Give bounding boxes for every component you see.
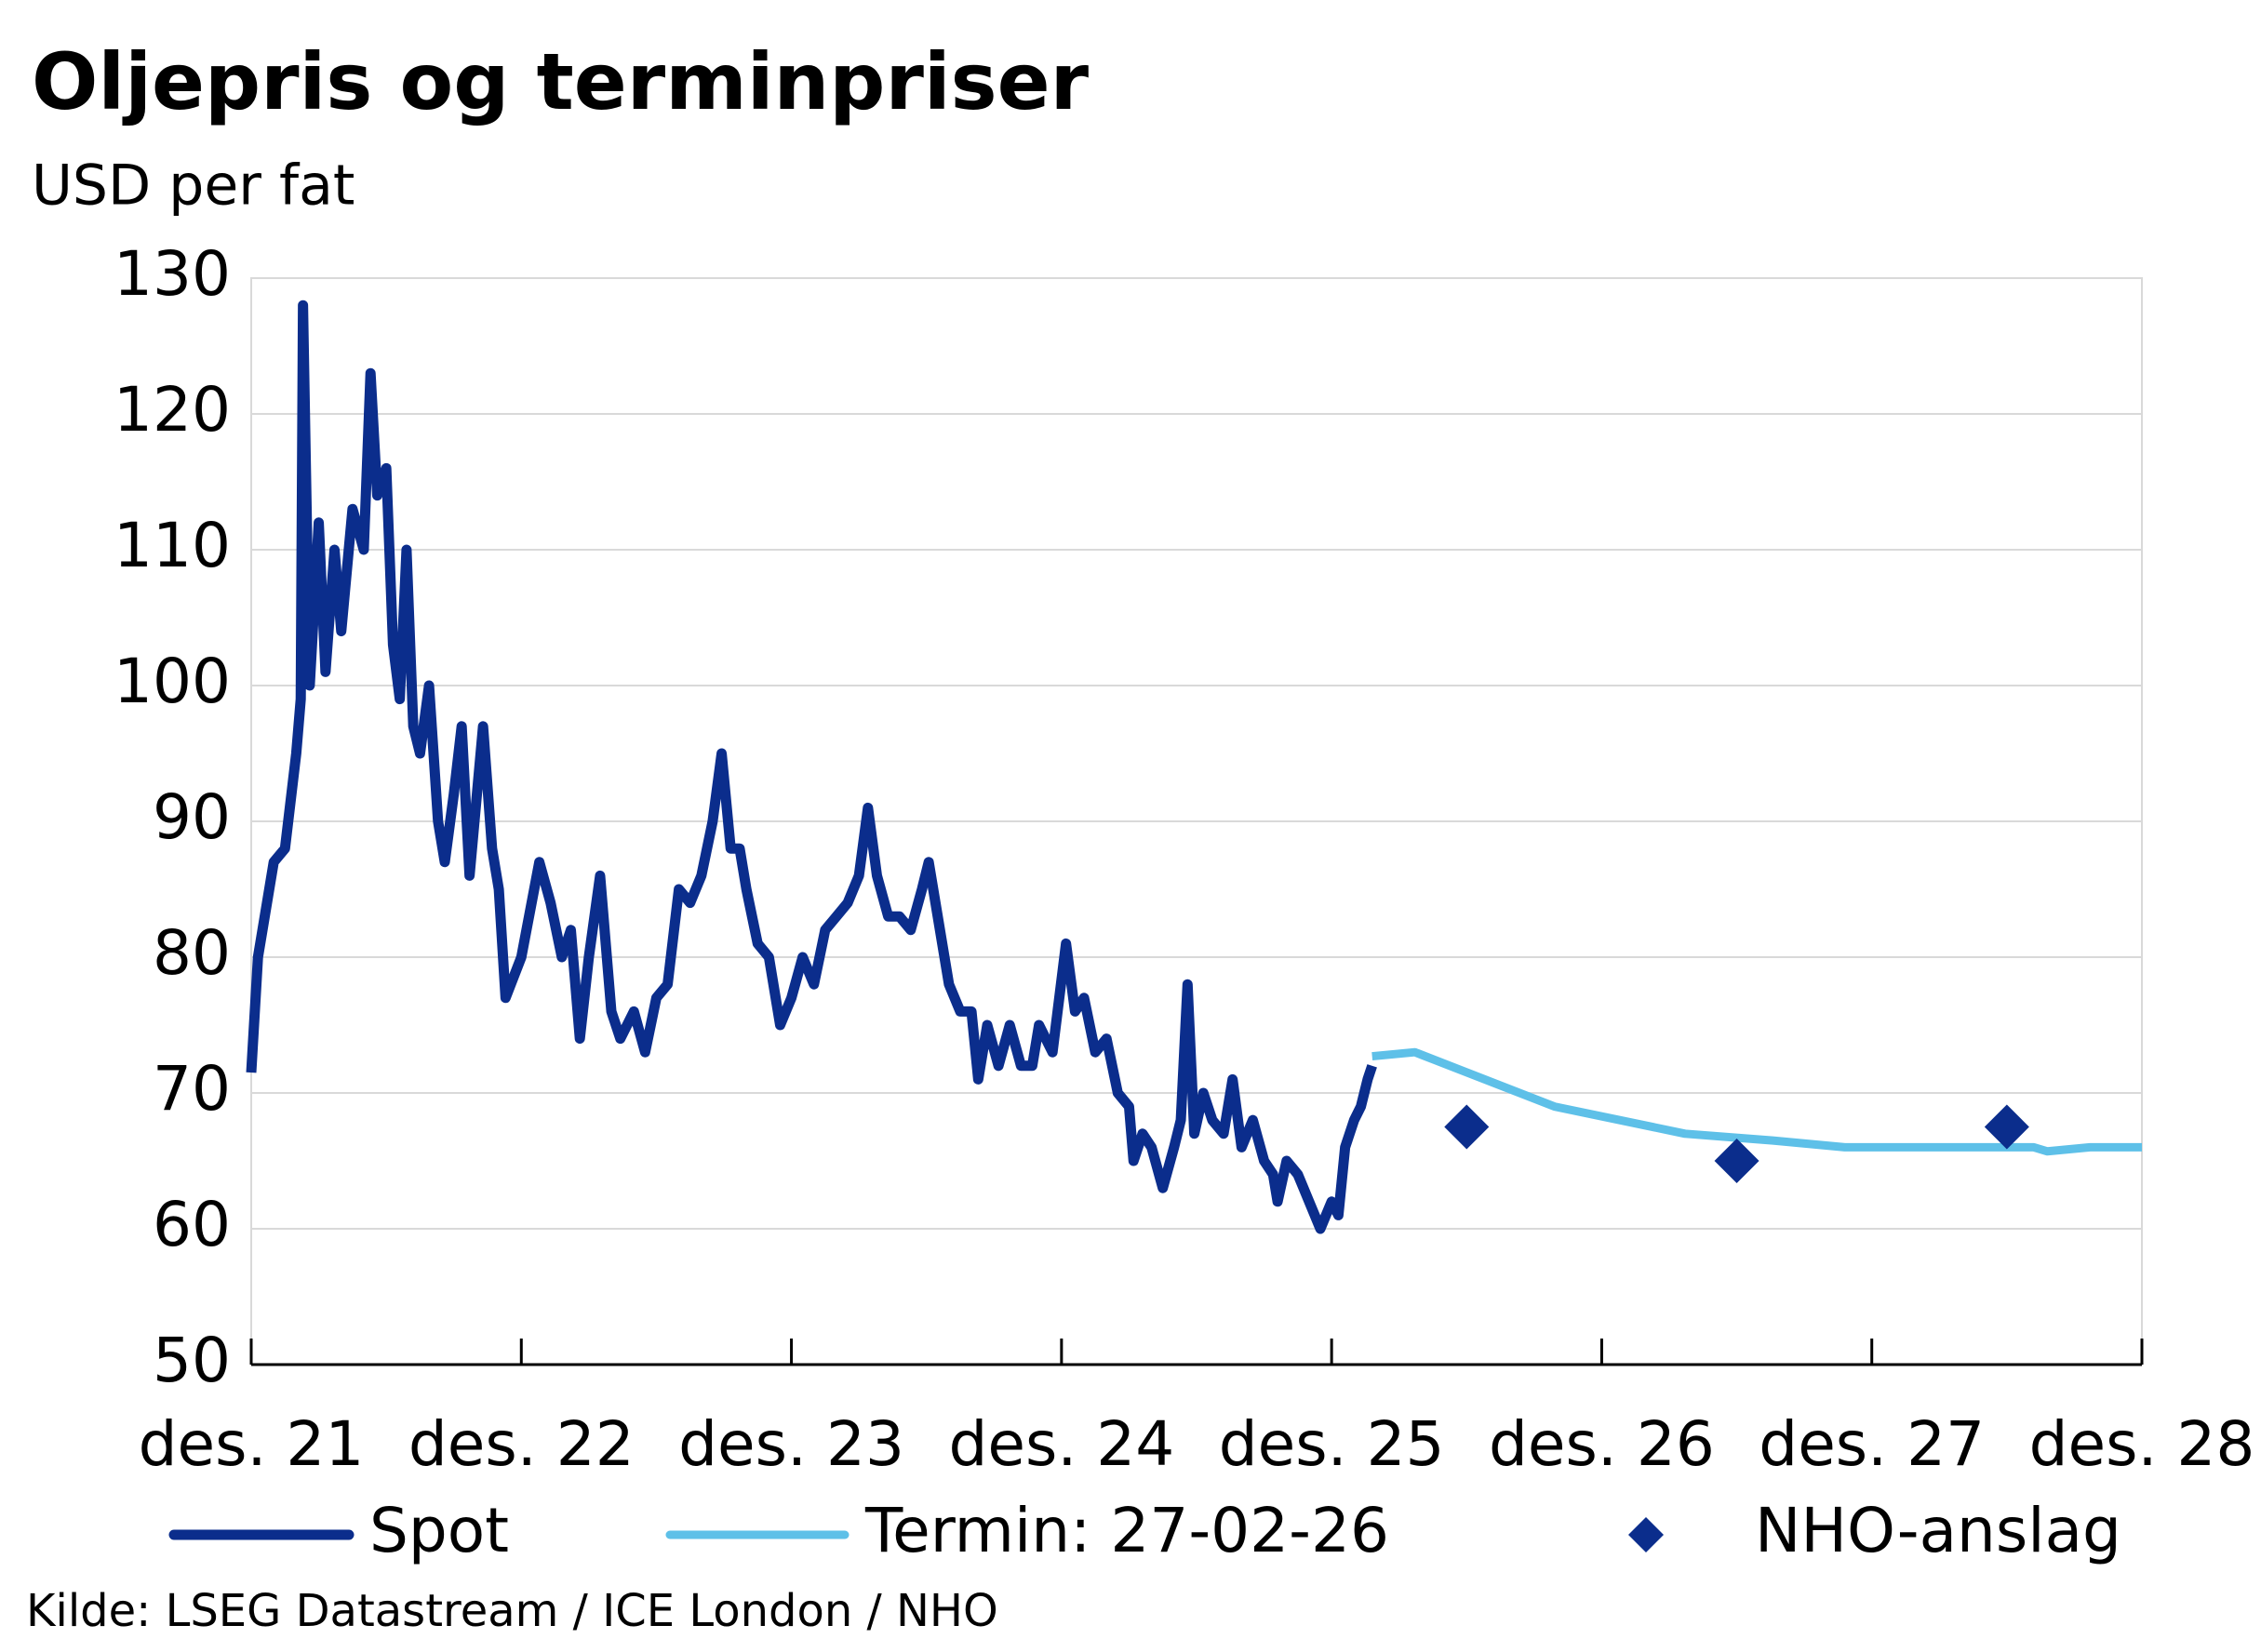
- chart-subtitle: USD per fat: [32, 153, 355, 219]
- y-tick-label: 110: [114, 510, 231, 581]
- y-tick-label: 90: [153, 781, 231, 853]
- x-tick-label: des. 21: [139, 1408, 365, 1480]
- x-tick-label: des. 26: [1489, 1408, 1715, 1480]
- y-tick-label: 120: [114, 374, 231, 446]
- chart-title: Oljepris og terminpriser: [32, 36, 1090, 127]
- y-tick-label: 100: [114, 646, 231, 717]
- y-tick-label: 50: [153, 1325, 231, 1396]
- series-line: [1371, 1047, 2142, 1156]
- source: Kilde: LSEG Datastream / ICE London / NH…: [26, 1585, 998, 1637]
- x-tick-label: des. 22: [408, 1408, 635, 1480]
- y-tick-label: 130: [114, 238, 231, 310]
- nho-marker: [1444, 1104, 1490, 1150]
- legend-label: NHO-anslag: [1755, 1495, 2121, 1566]
- x-tick-label: des. 27: [1759, 1408, 1985, 1480]
- x-tick-label: des. 23: [678, 1408, 904, 1480]
- y-tick-label: 80: [153, 917, 231, 989]
- legend-key: [1628, 1517, 1664, 1552]
- legend-label: Spot: [369, 1495, 509, 1566]
- legend-label: Termin: 27-02-26: [864, 1495, 1389, 1566]
- x-tick-label: des. 28: [2029, 1408, 2255, 1480]
- series-line: [246, 300, 1377, 1234]
- x-tick-label: des. 25: [1219, 1408, 1445, 1480]
- nho-marker: [1984, 1104, 2029, 1150]
- nho-marker: [1714, 1139, 1759, 1183]
- y-tick-label: 60: [153, 1189, 231, 1260]
- y-tick-label: 70: [153, 1053, 231, 1125]
- x-tick-label: des. 24: [948, 1408, 1174, 1480]
